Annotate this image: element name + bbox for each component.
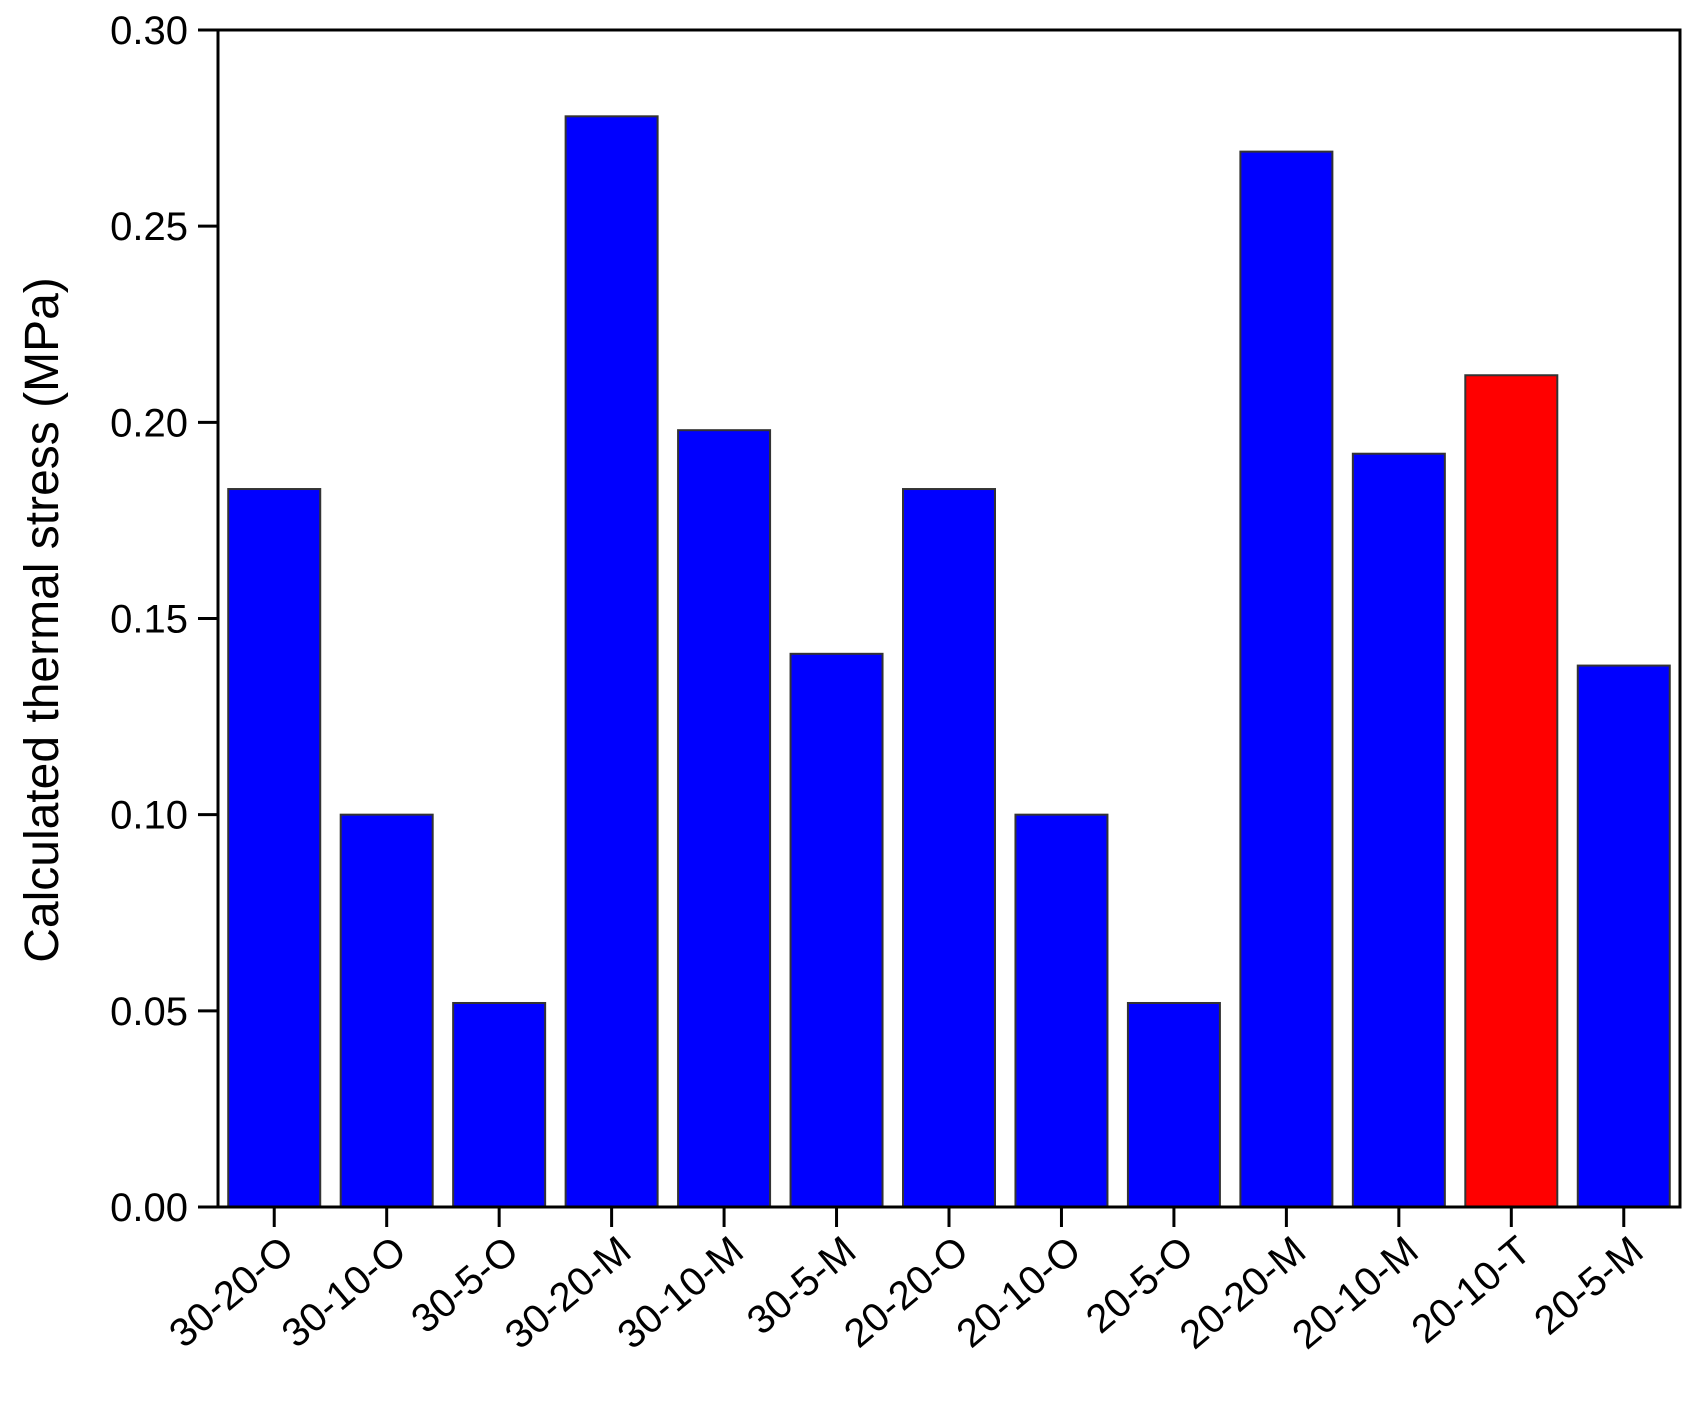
bar-30-5-o: [452, 1001, 547, 1209]
y-tick-label: 0.00: [110, 1186, 188, 1230]
x-tick-label: 20-10-M: [1284, 1228, 1426, 1357]
y-tick-label: 0.10: [110, 794, 188, 838]
x-tick-label: 30-10-O: [274, 1228, 415, 1356]
x-tick-label: 30-20-M: [497, 1228, 639, 1357]
bar-20-20-o: [902, 488, 996, 1208]
bar-20-5-o: [1126, 1001, 1221, 1209]
x-ticks-layer: 30-20-O30-10-O30-5-O30-20-M30-10-M30-5-M…: [161, 1207, 1652, 1358]
y-ticks-layer: 0.00 0.05 0.10 0.15 0.20 0.25 0.30: [110, 9, 218, 1230]
x-tick-label: 20-10-O: [949, 1228, 1090, 1356]
bar-30-10-o: [339, 813, 434, 1209]
bar-20-10-o: [1014, 813, 1109, 1209]
x-tick-label: 30-10-M: [609, 1228, 751, 1357]
y-tick-label: 0.25: [110, 205, 188, 249]
y-tick-label: 0.15: [110, 598, 188, 642]
y-tick-label: 0.30: [110, 9, 188, 53]
x-tick-label: 20-10-T: [1404, 1228, 1540, 1352]
y-tick-label: 0.05: [110, 990, 188, 1034]
bar-30-20-m: [564, 115, 659, 1208]
bar-20-10-t: [1464, 374, 1559, 1208]
x-tick-label: 20-20-M: [1172, 1228, 1314, 1357]
bar-20-10-m: [1351, 452, 1446, 1209]
x-tick-label: 30-20-O: [161, 1228, 302, 1356]
x-tick-label: 20-5-M: [1526, 1228, 1651, 1343]
bar-30-20-o: [227, 488, 322, 1208]
y-axis-title: Calculated thermal stress (MPa): [16, 277, 69, 963]
y-tick-label: 0.20: [110, 401, 188, 445]
bars-layer: [227, 115, 1671, 1209]
x-tick-label: 20-20-O: [836, 1228, 977, 1356]
bar-20-5-m: [1576, 664, 1671, 1208]
bar-20-20-m: [1239, 150, 1334, 1209]
bar-30-5-m: [789, 652, 884, 1208]
bar-30-10-m: [677, 429, 772, 1208]
